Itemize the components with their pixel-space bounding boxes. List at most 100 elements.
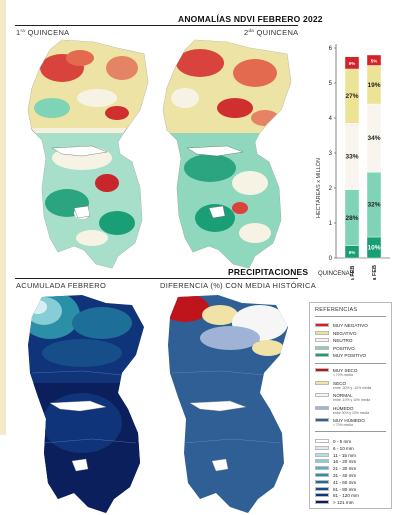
- legend-label: 6 - 10 mm: [333, 445, 354, 451]
- legend-label: 11 - 15 mm: [333, 452, 356, 458]
- legend-item: 11 - 15 mm: [315, 452, 356, 458]
- anomaly-chart-svg: 0 1 2 3 4 5 6 6% 28% 33% 27% 6% 1ra FEB 10% 32% 34% 19%…: [315, 44, 390, 287]
- legend-label: NORMAL entre -10% y 10% media: [333, 393, 371, 402]
- legend-item: NEUTRO: [315, 338, 352, 343]
- precip-title-rule: [15, 278, 298, 279]
- legend-note: < 70% media: [333, 373, 353, 377]
- legend-note: entre 30% y 10% media: [333, 410, 369, 415]
- precip-title: PRECIPITACIONES: [228, 267, 309, 277]
- legend-label: 0 - 5 mm: [333, 439, 352, 444]
- ndvi-map-2-svg: [162, 39, 292, 269]
- chart-y-tick-label: 4: [329, 116, 333, 122]
- legend-swatch: [315, 473, 329, 477]
- legend-item: 81 - 120 mm: [315, 493, 359, 498]
- legend-note: entre -30% y -10% media: [333, 385, 372, 390]
- legend-label: 81 - 120 mm: [333, 493, 359, 499]
- precip-map-1-svg: [28, 295, 144, 513]
- chart-y-tick-label: 0: [329, 256, 333, 262]
- legend-swatch: [315, 323, 329, 327]
- legend-swatch: [315, 479, 329, 484]
- chart-bar-label: 6%: [349, 61, 356, 66]
- chart-bar-segment: [344, 56, 360, 70]
- legend-swatch: [315, 345, 329, 350]
- legend-label: NEGATIVO: [333, 330, 357, 336]
- ndvi-right-ordinal: 2: [244, 28, 249, 37]
- legend-swatch: [315, 380, 329, 385]
- precip-map-2-svg: [168, 295, 288, 513]
- legend-divider-2: [315, 431, 386, 432]
- ndvi-left-label: QUINCENA: [27, 28, 70, 37]
- legend-swatch: [315, 500, 329, 505]
- ndvi-title: ANOMALÍAS NDVI FEBRERO 2022: [178, 14, 323, 24]
- legend-item: MUY SECO < 70% media: [315, 368, 357, 377]
- chart-bars: 6% 28% 33% 27% 6% 1ra FEB 10% 32% 34% 19% 5% 2da FE…: [344, 54, 382, 287]
- legend-item: SECO entre -30% y -10% media: [315, 380, 372, 390]
- chart-bar-label: 5%: [371, 58, 378, 63]
- legend-swatch: [315, 418, 329, 422]
- left-accent-bar: [0, 0, 6, 435]
- chart-y-tick-label: 2: [329, 186, 333, 192]
- ndvi-map-first-fortnight: [22, 38, 152, 270]
- chart-bar-label: 10%: [367, 245, 380, 252]
- chart-ylabel: HECTÁREAS x MILLÓN: [315, 158, 322, 218]
- legend-item: MUY POSITIVO: [315, 353, 366, 358]
- legend-label: 41 - 60 mm: [333, 479, 357, 485]
- ndvi-right-caption: 2da QUINCENA: [244, 28, 298, 37]
- legend-label: 31 - 40 mm: [333, 473, 357, 478]
- legend-swatch: [315, 330, 329, 335]
- ndvi-map-1-svg: [27, 39, 149, 269]
- chart-bar-segment: [366, 54, 382, 66]
- ndvi-title-rule: [15, 25, 298, 26]
- chart-xlabel: QUINCENAS: [318, 271, 354, 277]
- chart-y-tick-label: 5: [329, 81, 333, 87]
- legend-swatch: [315, 405, 329, 410]
- legend-item: 31 - 40 mm: [315, 473, 356, 478]
- legend-label: MUY POSITIVO: [333, 353, 367, 358]
- legend-item: MUY HÚMEDO > 70% media: [315, 418, 365, 427]
- legend-divider-1: [315, 363, 386, 364]
- legend-swatch: [315, 445, 329, 450]
- legend-item: 21 - 30 mm: [315, 466, 356, 471]
- ndvi-left-caption: 1ra QUINCENA: [16, 28, 69, 37]
- legend-swatch: [315, 393, 329, 397]
- chart-y-tick-label: 6: [329, 46, 333, 52]
- chart-bar-label: 6%: [349, 250, 356, 255]
- chart-y-tick-label: 1: [329, 221, 333, 227]
- ndvi-right-label: QUINCENA: [256, 28, 299, 37]
- legend-swatch: [315, 466, 329, 471]
- legend-item: HÚMEDO entre 30% y 10% media: [315, 405, 369, 415]
- area-by-anomaly-chart: 0 1 2 3 4 5 6 6% 28% 33% 27% 6% 1ra FEB 10% 32% 34% 19%…: [306, 18, 394, 287]
- legend-swatch: [315, 439, 329, 443]
- chart-bar-label: 33%: [345, 154, 358, 161]
- legend-label: MUY NEGATIVO: [333, 323, 368, 328]
- legend-swatch: [315, 368, 329, 372]
- chart-y-tick-label: 3: [329, 151, 333, 157]
- legend-label: 16 - 20 mm: [333, 459, 357, 465]
- legend-label: MUY HÚMEDO > 70% media: [333, 418, 365, 427]
- legend-label: SECO entre -30% y -10% media: [333, 380, 372, 390]
- legend-swatch: [315, 452, 329, 457]
- legend-title: REFERENCIAS: [315, 307, 358, 313]
- legend-item: MUY NEGATIVO: [315, 323, 368, 328]
- chart-bar-label: 34%: [367, 135, 380, 142]
- legend-title-rule: [315, 316, 386, 317]
- ndvi-left-ordinal: 1: [16, 28, 21, 37]
- legend-swatch: [315, 353, 329, 357]
- legend-item: NEGATIVO: [315, 330, 357, 336]
- chart-bar-label: 19%: [367, 82, 380, 89]
- ndvi-map-second-fortnight: [155, 38, 295, 270]
- chart-bar-label: 27%: [345, 93, 358, 100]
- legend-label: > 121 mm: [333, 500, 354, 506]
- precip-difference-map: [160, 293, 300, 515]
- precip-accumulated-map: [22, 293, 152, 515]
- legend-panel: REFERENCIAS MUY NEGATIVO NEGATIVO NEUTRO PO…: [309, 302, 392, 509]
- precip-right-caption: DIFERENCIA (%) CON MEDIA HISTÓRICA: [160, 281, 317, 290]
- ndvi-left-ordinal-sup: ra: [20, 28, 26, 33]
- chart-bar-label: 28%: [345, 215, 358, 222]
- legend-swatch: [315, 493, 329, 498]
- legend-label: 21 - 30 mm: [333, 466, 357, 472]
- legend-item: > 121 mm: [315, 500, 354, 505]
- chart-category-label: 1ra FEB: [350, 266, 356, 280]
- ndvi-right-ordinal-sup: da: [248, 28, 255, 33]
- precip-left-caption: ACUMULADA FEBRERO: [16, 281, 107, 290]
